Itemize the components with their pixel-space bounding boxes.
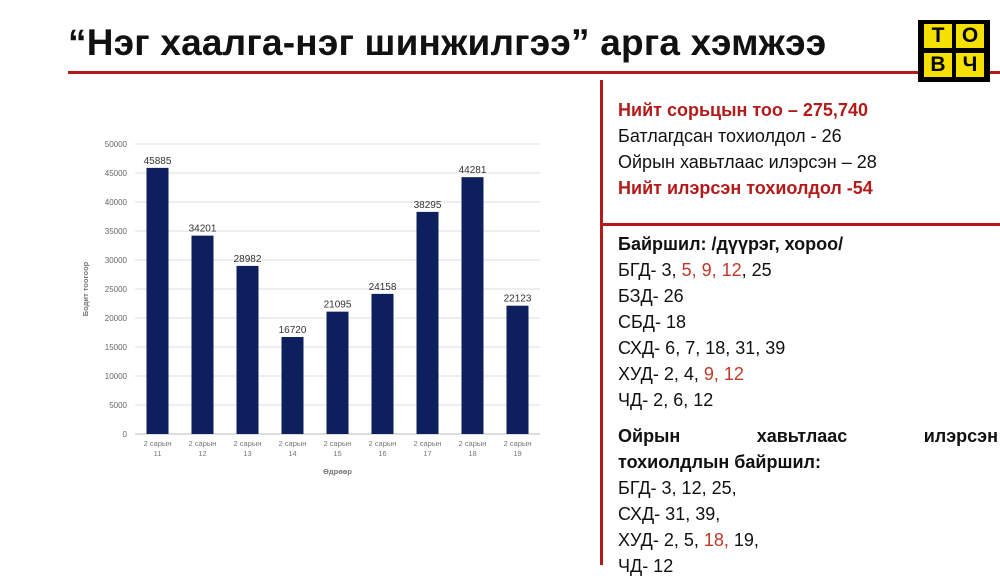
y-tick-label: 35000 [105,227,128,236]
contact-khud-highlight: 18, [703,530,729,550]
logo-letter: В [924,53,952,77]
panel-divider-horizontal [600,223,1000,226]
total-samples: Нийт сорьцын тоо – 275,740 [618,100,868,120]
y-tick-label: 45000 [105,169,128,178]
y-tick-label: 30000 [105,256,128,265]
bar [506,305,529,434]
x-tick-label: 11 [154,449,162,458]
location-bgd: БГД- 3, 5, 9, 12, 25 [618,257,843,283]
x-tick-label: 19 [513,449,521,458]
location-sbd: СБД- 18 [618,312,687,332]
x-tick-label: 2 сарын [144,439,172,448]
y-tick-label: 20000 [105,314,128,323]
logo: Т О В Ч [918,20,990,82]
location-chd: ЧД- 2, 6, 12 [618,390,714,410]
contact-chd: ЧД- 12 [618,556,674,576]
x-tick-label: 12 [198,449,206,458]
x-tick-label: 2 сарын [324,439,352,448]
bar [191,235,214,434]
y-tick-label: 10000 [105,372,128,381]
y-tick-label: 50000 [105,140,128,149]
bar [371,293,394,434]
contact-location-heading-line2: тохиолдлын байршил: [618,452,821,472]
x-tick-label: 2 сарын [369,439,397,448]
confirmed-cases: Батлагдсан тохиолдол - 26 [618,126,842,146]
x-tick-label: 15 [333,449,341,458]
x-tick-label: 13 [243,449,251,458]
bar [461,177,484,434]
contact-location-panel: Ойрын хавьтлаас илэрсэн тохиолдлын байрш… [618,423,998,579]
x-tick-label: 2 сарын [504,439,532,448]
bar [281,337,304,434]
daily-tests-bar-chart: 0 5000 10000 15000 20000 25000 30000 35000 40000… [81,140,540,476]
logo-letter: О [956,24,984,48]
contact-heading-word: илэрсэн [923,426,998,446]
bar-value-label: 16720 [279,325,307,336]
location-khud: ХУД- 2, 4, 9, 12 [618,361,843,387]
x-tick-label: 2 сарын [234,439,262,448]
contact-khud-suffix: 19, [728,530,759,550]
bar-value-label: 38295 [414,200,442,211]
location-bgd-prefix: БГД- 3, [618,260,682,280]
bar-value-label: 21095 [324,300,352,311]
bar-value-label: 22123 [504,294,532,305]
contact-khud: ХУД- 2, 5, 18, 19, [618,527,998,553]
x-tick-label: 16 [378,449,386,458]
location-bgd-highlight: 5, 9, 12 [681,260,742,280]
contact-heading-word: хавьтлаас [756,426,848,446]
panel-divider-vertical [600,80,603,565]
y-tick-label: 0 [123,430,128,439]
contact-heading-word: Ойрын [618,426,681,446]
y-tick-label: 40000 [105,198,128,207]
location-heading: Байршил: /дүүрэг, хороо/ [618,234,844,254]
x-axis-title: Өдрөөр [323,467,352,476]
x-tick-label: 2 сарын [459,439,487,448]
y-tick-label: 25000 [105,285,128,294]
bar [146,167,169,434]
bar [236,265,259,434]
bar [416,211,439,434]
bar-value-label: 28982 [234,254,262,265]
bar-value-label: 45885 [144,156,172,167]
location-panel: Байршил: /дүүрэг, хороо/ БГД- 3, 5, 9, 1… [618,231,843,413]
total-detected: Нийт илэрсэн тохиолдол -54 [618,178,873,198]
x-tick-label: 2 сарын [414,439,442,448]
bar-value-label: 34201 [189,224,217,235]
x-tick-label: 17 [423,449,431,458]
bar-value-label: 24158 [369,282,397,293]
logo-letter: Ч [956,53,984,77]
bar [326,311,349,434]
location-bgd-suffix: , 25 [741,260,772,280]
location-bzd: БЗД- 26 [618,286,684,306]
contact-khud-prefix: ХУД- 2, 5, [618,530,704,550]
x-tick-label: 14 [288,449,296,458]
contact-bgd: БГД- 3, 12, 25, [618,478,737,498]
location-khud-highlight: 9, 12 [703,364,744,384]
location-khud-prefix: ХУД- 2, 4, [618,364,704,384]
location-skhd: СХД- 6, 7, 18, 31, 39 [618,338,786,358]
y-tick-label: 5000 [109,401,127,410]
contact-location-heading: Ойрын хавьтлаас илэрсэн [618,423,998,449]
y-axis-title: Бодит тоогоор [81,261,90,316]
title-underline [68,71,1000,74]
stats-panel: Нийт сорьцын тоо – 275,740 Батлагдсан то… [618,97,877,201]
x-tick-label: 2 сарын [279,439,307,448]
y-tick-label: 15000 [105,343,128,352]
contact-detected: Ойрын хавьтлаас илэрсэн – 28 [618,152,877,172]
slide-title: “Нэг хаалга-нэг шинжилгээ” арга хэмжээ [68,22,827,63]
logo-letter: Т [924,24,952,48]
x-tick-label: 2 сарын [189,439,217,448]
x-tick-label: 18 [468,449,476,458]
contact-skhd: СХД- 31, 39, [618,504,721,524]
bar-value-label: 44281 [459,165,487,176]
